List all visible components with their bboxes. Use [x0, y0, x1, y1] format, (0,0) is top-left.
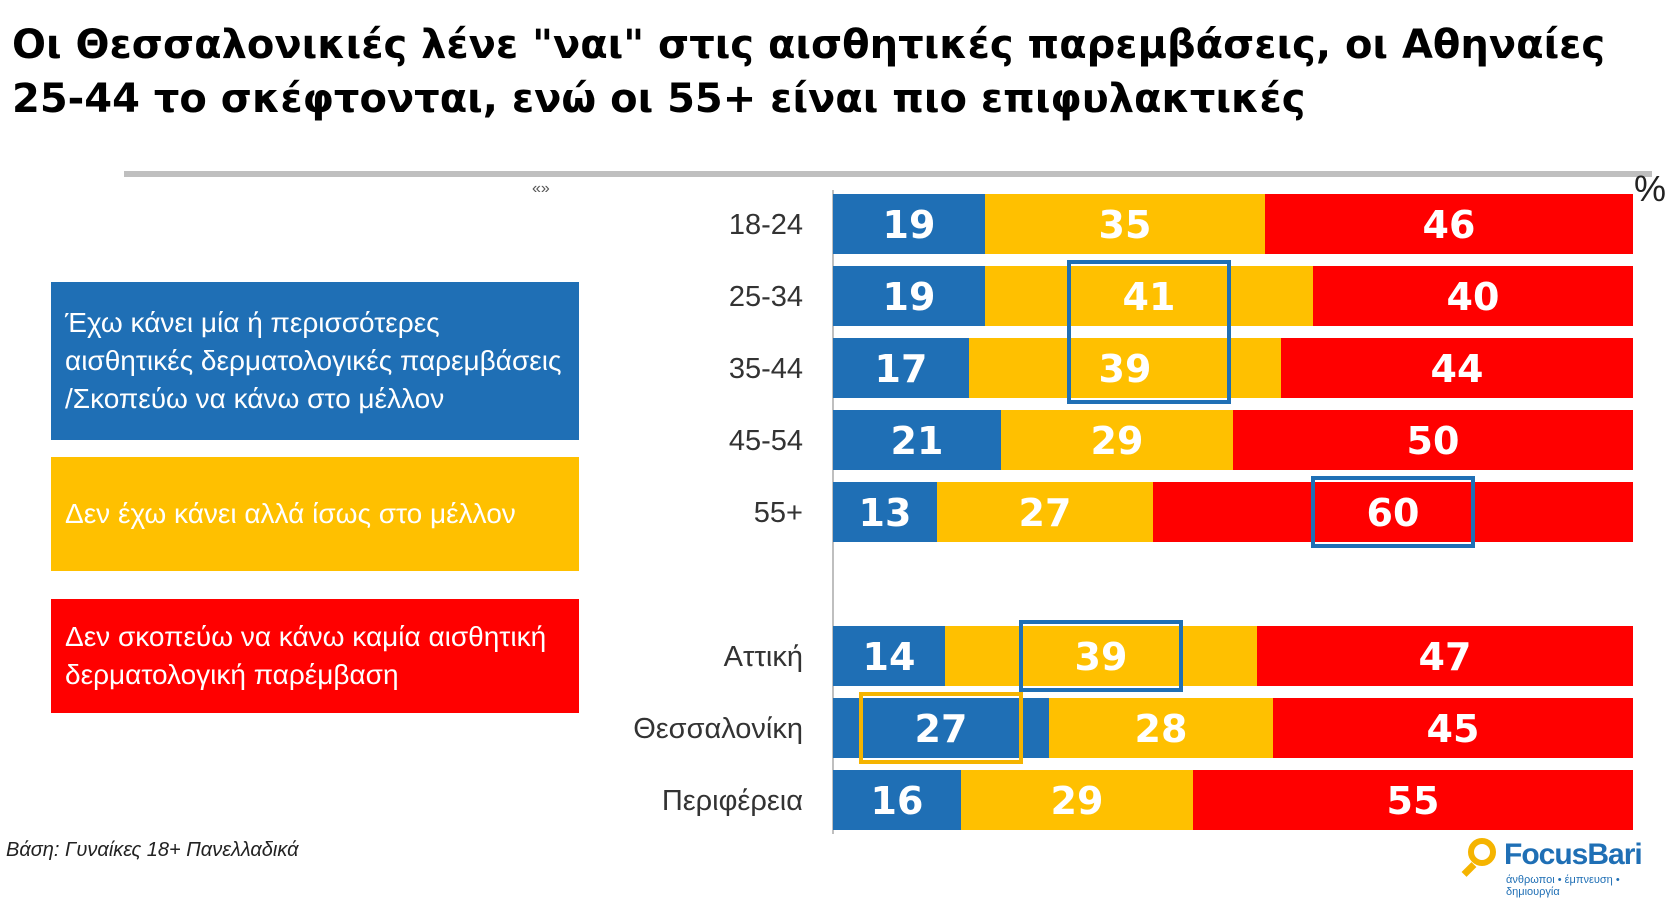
- bar-segment: [1153, 482, 1633, 542]
- unit-label: %: [1634, 168, 1667, 209]
- quote-mark: «»: [532, 180, 550, 197]
- legend-item-no: Δεν σκοπεύω να κάνω καμία αισθητική δερμ…: [51, 599, 579, 713]
- legend-label-yes: Έχω κάνει μία ή περισσότερες αισθητικές …: [65, 307, 562, 414]
- bar-segment: [1233, 410, 1633, 470]
- data-label: 41: [1123, 275, 1176, 319]
- data-label: 27: [1019, 491, 1072, 535]
- bar-segment: [1265, 194, 1633, 254]
- bar-segment: [833, 266, 985, 326]
- highlight-box: [1019, 620, 1183, 692]
- base-note: Βάση: Γυναίκες 18+ Πανελλαδικά: [6, 839, 299, 861]
- data-label: 27: [915, 707, 968, 751]
- category-label: 45-54: [729, 425, 803, 457]
- data-label: 39: [1099, 347, 1152, 391]
- data-label: 44: [1431, 347, 1484, 391]
- data-label: 47: [1419, 635, 1472, 679]
- bar-segment: [961, 770, 1193, 830]
- data-label: 29: [1091, 419, 1144, 463]
- bar-segment: [833, 482, 937, 542]
- bar-segment: [833, 626, 945, 686]
- bar-segment: [833, 338, 969, 398]
- data-label: 16: [871, 779, 924, 823]
- highlight-box: [859, 692, 1023, 764]
- data-label: 21: [891, 419, 944, 463]
- category-label: 18-24: [729, 209, 803, 241]
- bar-segment: [1281, 338, 1633, 398]
- data-label: 60: [1367, 491, 1420, 535]
- data-label: 39: [1075, 635, 1128, 679]
- data-label: 45: [1427, 707, 1480, 751]
- data-label: 17: [875, 347, 928, 391]
- category-label: 55+: [754, 497, 803, 529]
- logo-tagline: άνθρωποι • έμπνευση • δημιουργία: [1506, 874, 1620, 898]
- category-label: Αττική: [724, 641, 803, 673]
- logo-name: FocusBari: [1504, 838, 1643, 871]
- bar-segment: [1313, 266, 1633, 326]
- category-label: 25-34: [729, 281, 803, 313]
- data-label: 13: [859, 491, 912, 535]
- bar-segment: [1049, 698, 1273, 758]
- bar-segment: [1257, 626, 1633, 686]
- data-label: 28: [1135, 707, 1188, 751]
- bar-segment: [833, 410, 1001, 470]
- title-line-2: 25-44 το σκέφτονται, ενώ οι 55+ είναι πι…: [12, 76, 1306, 122]
- bar-segment: [833, 194, 985, 254]
- legend-label-maybe: Δεν έχω κάνει αλλά ίσως στο μέλλον: [65, 498, 516, 529]
- bar-segment: [937, 482, 1153, 542]
- data-label: 19: [883, 203, 936, 247]
- category-label: 35-44: [729, 353, 803, 385]
- legend-item-maybe: Δεν έχω κάνει αλλά ίσως στο μέλλον: [51, 457, 579, 571]
- bar-segment: [1273, 698, 1633, 758]
- bar-segment: [945, 626, 1257, 686]
- bar-segment: [1001, 410, 1233, 470]
- page-title: Οι Θεσσαλονικιές λένε "ναι" στις αισθητι…: [12, 18, 1652, 126]
- bar-segment: [833, 698, 1049, 758]
- data-label: 46: [1423, 203, 1476, 247]
- data-label: 14: [863, 635, 916, 679]
- data-label: 55: [1387, 779, 1440, 823]
- data-label: 50: [1407, 419, 1460, 463]
- highlight-box: [1311, 476, 1475, 548]
- data-label: 35: [1099, 203, 1152, 247]
- bar-segment: [985, 266, 1313, 326]
- legend-label-no: Δεν σκοπεύω να κάνω καμία αισθητική δερμ…: [65, 621, 547, 690]
- category-label: Περιφέρεια: [662, 785, 803, 817]
- highlight-box: [1067, 260, 1231, 404]
- magnifier-icon: [1468, 838, 1496, 866]
- data-label: 40: [1447, 275, 1500, 319]
- legend-item-yes: Έχω κάνει μία ή περισσότερες αισθητικές …: [51, 282, 579, 440]
- title-divider: [124, 171, 1652, 177]
- category-label: Θεσσαλονίκη: [633, 713, 803, 745]
- data-label: 19: [883, 275, 936, 319]
- bar-segment: [1193, 770, 1633, 830]
- bar-segment: [833, 770, 961, 830]
- data-label: 29: [1051, 779, 1104, 823]
- title-line-1: Οι Θεσσαλονικιές λένε "ναι" στις αισθητι…: [12, 22, 1606, 68]
- bar-segment: [985, 194, 1265, 254]
